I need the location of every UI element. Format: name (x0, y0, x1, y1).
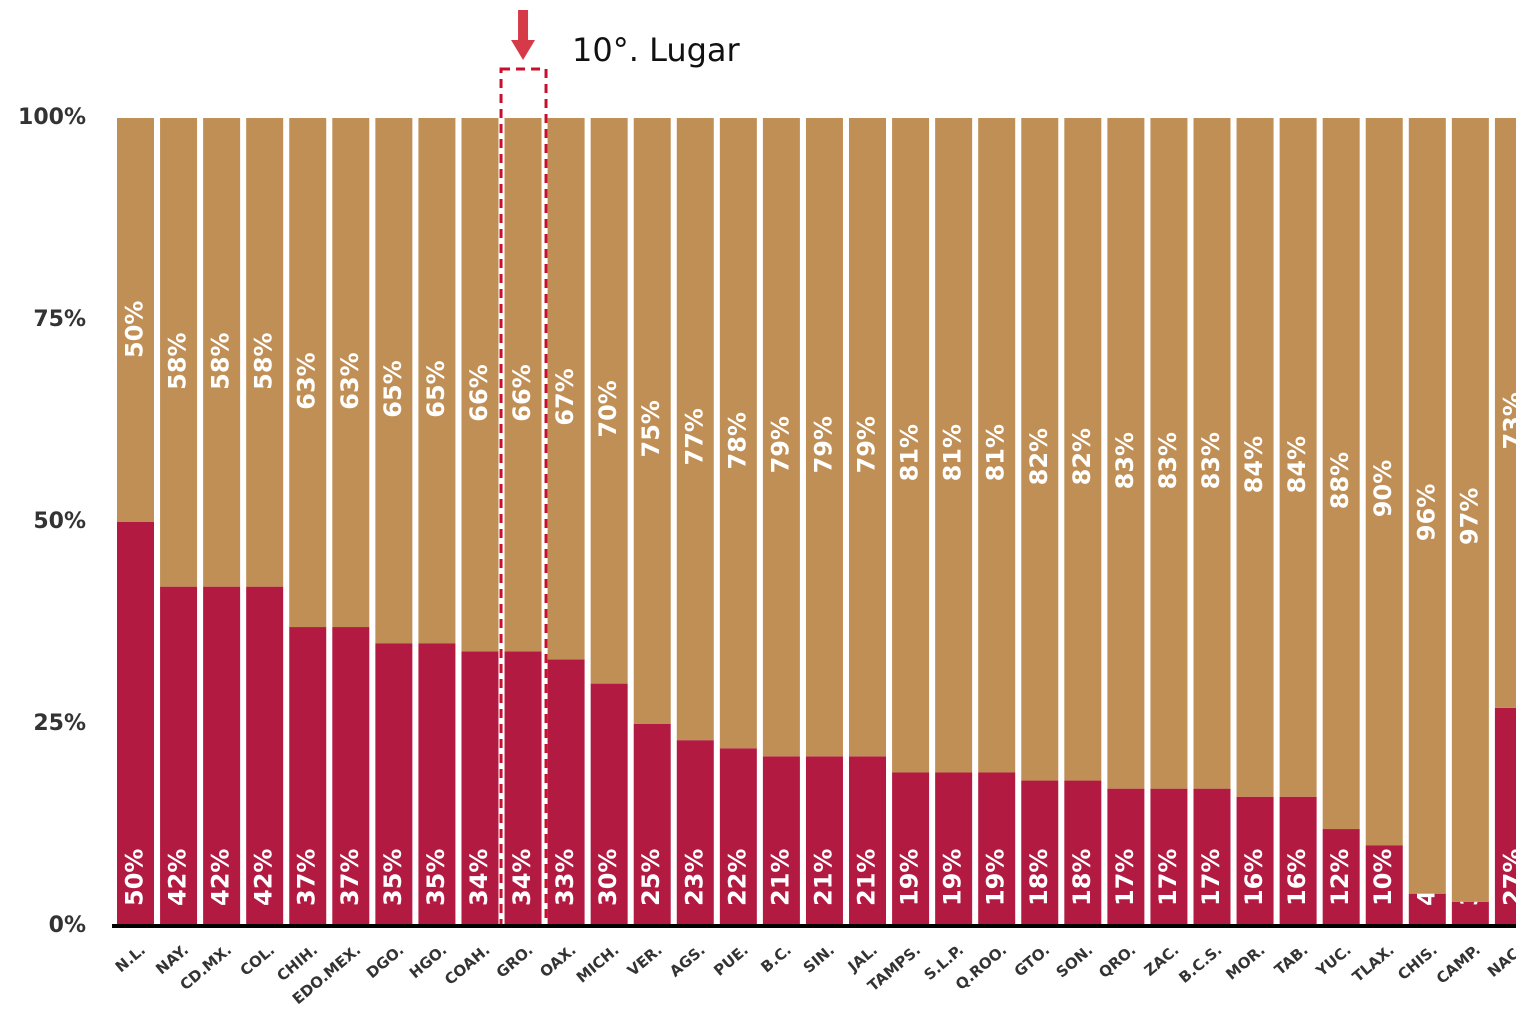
value-label: 79% (853, 416, 881, 473)
y-tick-label: 100% (18, 105, 86, 130)
value-label: 12% (1326, 849, 1354, 906)
value-label: 58% (250, 332, 278, 389)
x-tick-label: GRO. (493, 941, 537, 982)
value-label: 96% (1412, 484, 1440, 541)
value-label: 70% (594, 380, 622, 437)
value-label: 27% (1498, 849, 1516, 906)
value-label: 16% (1240, 849, 1268, 906)
value-label: 78% (723, 412, 751, 469)
value-label: 73% (1498, 392, 1516, 449)
value-label: 88% (1326, 452, 1354, 509)
value-label: 19% (982, 849, 1010, 906)
value-label: 33% (551, 849, 579, 906)
x-tick-label: CAMP. (1433, 941, 1484, 988)
value-label: 17% (1197, 849, 1225, 906)
value-label: 42% (207, 849, 235, 906)
annotation: 10°. Lugar (572, 31, 741, 69)
value-label: 30% (594, 849, 622, 906)
x-tick-label: CHIS. (1394, 941, 1441, 984)
y-tick-label: 0% (49, 913, 86, 938)
x-tick-label: VER. (624, 941, 666, 980)
value-label: 37% (336, 849, 364, 906)
x-tick-label: SIN. (800, 941, 838, 977)
value-label: 19% (896, 849, 924, 906)
chart: 10°. Lugar 0% 25% 50% 75% 100% 50% 50% N.L. 42% 5… (0, 0, 1516, 1036)
x-tick-label: MOR. (1222, 941, 1268, 984)
value-label: 67% (551, 368, 579, 425)
x-tick-label: SON. (1053, 941, 1097, 982)
y-tick-label: 50% (33, 509, 86, 534)
arrow-shaft (518, 10, 528, 42)
x-tick-label: B.C. (757, 941, 794, 977)
x-tick-label: DGO. (363, 941, 407, 982)
value-label: 75% (637, 400, 665, 457)
value-label: 66% (465, 364, 493, 421)
x-tick-label: B.C.S. (1175, 941, 1225, 987)
value-label: 79% (809, 416, 837, 473)
value-label: 79% (766, 416, 794, 473)
value-label: 34% (508, 849, 536, 906)
value-label: 82% (1025, 428, 1053, 485)
value-label: 21% (766, 849, 794, 906)
value-label: 84% (1283, 436, 1311, 493)
value-label: 97% (1455, 488, 1483, 545)
x-tick-label: MICH. (573, 941, 623, 987)
value-label: 22% (723, 849, 751, 906)
value-label: 63% (293, 352, 321, 409)
value-label: 81% (939, 424, 967, 481)
value-label: 18% (1025, 849, 1053, 906)
value-label: 10% (1369, 849, 1397, 906)
value-label: 84% (1240, 436, 1268, 493)
value-label: 25% (637, 849, 665, 906)
x-tick-label: NAC. (1484, 941, 1516, 981)
value-label: 90% (1369, 460, 1397, 517)
value-label: 16% (1283, 849, 1311, 906)
x-tick-label: TAB. (1271, 941, 1312, 979)
y-tick-label: 25% (33, 711, 86, 736)
value-label: 81% (896, 424, 924, 481)
value-label: 21% (809, 849, 837, 906)
value-label: 17% (1154, 849, 1182, 906)
value-label: 83% (1197, 432, 1225, 489)
value-label: 63% (336, 352, 364, 409)
x-tick-label: COL. (237, 941, 278, 980)
value-label: 21% (853, 849, 881, 906)
value-label: 58% (207, 332, 235, 389)
y-tick-label: 75% (33, 307, 86, 332)
arrow-head (511, 40, 535, 60)
value-label: 77% (680, 408, 708, 465)
value-label: 42% (164, 849, 192, 906)
value-label: 18% (1068, 849, 1096, 906)
value-label: 35% (379, 849, 407, 906)
x-tick-label: QRO. (1095, 941, 1139, 982)
x-tick-label: YUC. (1312, 941, 1355, 981)
value-label: 66% (508, 364, 536, 421)
value-label: 34% (465, 849, 493, 906)
value-label: 83% (1154, 432, 1182, 489)
value-label: 19% (939, 849, 967, 906)
value-label: 37% (293, 849, 321, 906)
x-tick-label: TLAX. (1349, 941, 1398, 986)
value-label: 65% (379, 360, 407, 417)
value-label: 82% (1068, 428, 1096, 485)
value-label: 50% (121, 301, 149, 358)
value-label: 65% (422, 360, 450, 417)
value-label: 17% (1111, 849, 1139, 906)
value-label: 58% (164, 332, 192, 389)
x-tick-label: N.L. (112, 941, 149, 976)
x-tick-label: GTO. (1011, 941, 1054, 981)
value-label: 81% (982, 424, 1010, 481)
value-label: 50% (121, 849, 149, 906)
x-tick-label: PUE. (710, 941, 752, 980)
x-tick-label: COAH. (441, 941, 493, 989)
value-label: 83% (1111, 432, 1139, 489)
value-label: 42% (250, 849, 278, 906)
value-label: 35% (422, 849, 450, 906)
value-label: 23% (680, 849, 708, 906)
x-tick-label: OAX. (536, 941, 579, 981)
x-tick-label: AGS. (666, 941, 709, 981)
